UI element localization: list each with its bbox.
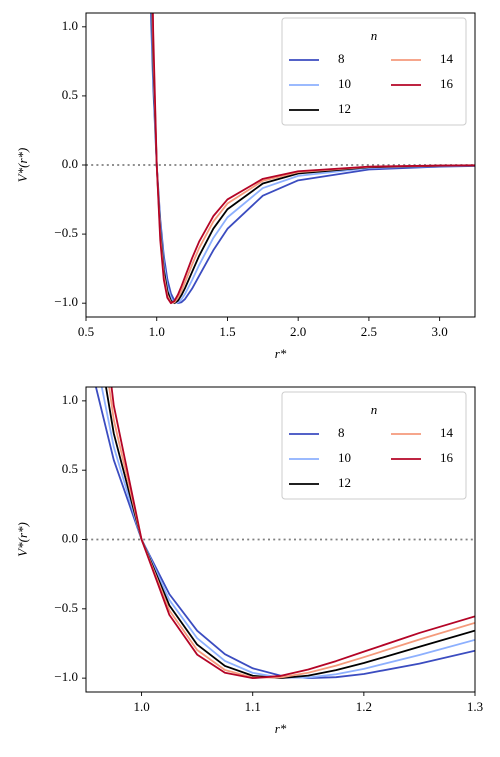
series-line xyxy=(152,13,475,305)
legend-label: 8 xyxy=(338,51,345,66)
legend-label: 12 xyxy=(338,475,351,490)
y-axis-label: V*(r*) xyxy=(15,522,30,557)
x-tick-label: 1.3 xyxy=(467,699,483,714)
panel: 0.5 1.0 1.5 2.0 2.5 3.0 −1.0 −0.5 0.0 0.5 1.0 r* V*(… xyxy=(15,12,476,361)
plot-area xyxy=(95,387,475,680)
legend-label: 10 xyxy=(338,76,351,91)
y-axis-label: V*(r*) xyxy=(15,148,30,183)
y-tick-label: 0.0 xyxy=(62,156,78,171)
legend-label: 8 xyxy=(338,425,345,440)
x-tick-label: 3.0 xyxy=(432,324,448,339)
y-tick-label: 0.5 xyxy=(62,461,78,476)
legend: n 8 10 12 14 16 xyxy=(281,17,467,126)
legend-box xyxy=(281,391,467,500)
x-tick-label: 2.5 xyxy=(361,324,377,339)
panel: 1.0 1.1 1.2 1.3 −1.0 −0.5 0.0 0.5 1.0 r* V*(r*) n 8 1… xyxy=(15,386,483,736)
x-tick-label: 0.5 xyxy=(78,324,94,339)
y-tick-label: −1.0 xyxy=(54,669,78,684)
x-tick-label: 2.0 xyxy=(290,324,306,339)
legend-label: 14 xyxy=(440,425,454,440)
x-axis-label: r* xyxy=(275,346,287,361)
legend: n 8 10 12 14 16 xyxy=(281,391,467,500)
y-tick-label: −0.5 xyxy=(54,600,78,615)
y-tick-label: 1.0 xyxy=(62,18,78,33)
x-tick-label: 1.1 xyxy=(245,699,261,714)
legend-label: 14 xyxy=(440,51,454,66)
legend-label: 16 xyxy=(440,450,454,465)
legend-label: 16 xyxy=(440,76,454,91)
x-tick-label: 1.2 xyxy=(356,699,372,714)
x-tick-label: 1.0 xyxy=(133,699,149,714)
legend-title: n xyxy=(371,28,378,43)
legend-title: n xyxy=(371,402,378,417)
x-tick-label: 1.0 xyxy=(149,324,165,339)
x-axis-label: r* xyxy=(275,721,287,736)
y-tick-label: 0.0 xyxy=(62,530,78,545)
plot-area xyxy=(150,13,475,305)
y-tick-label: 0.5 xyxy=(62,87,78,102)
y-tick-label: −1.0 xyxy=(54,294,78,309)
legend-label: 12 xyxy=(338,101,351,116)
legend-label: 10 xyxy=(338,450,351,465)
y-tick-label: 1.0 xyxy=(62,392,78,407)
series-line xyxy=(110,387,475,680)
y-tick-label: −0.5 xyxy=(54,225,78,240)
x-tick-label: 1.5 xyxy=(219,324,235,339)
legend-box xyxy=(281,17,467,126)
